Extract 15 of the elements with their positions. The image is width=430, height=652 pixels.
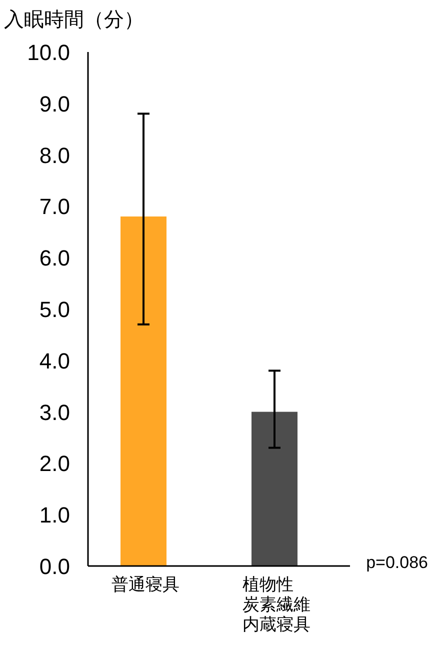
y-tick-label: 8.0 bbox=[39, 142, 70, 168]
y-tick-label: 4.0 bbox=[39, 348, 70, 374]
y-axis-title: 入眠時間（分） bbox=[4, 7, 144, 31]
y-tick-label: 3.0 bbox=[39, 400, 70, 425]
text: p=0.086 bbox=[366, 553, 428, 572]
y-tick-label: 5.0 bbox=[39, 297, 70, 322]
y-tick-label: 10.0 bbox=[27, 40, 70, 65]
x-tick-label: 普通寝具 bbox=[112, 575, 180, 595]
y-tick-label: 9.0 bbox=[39, 91, 70, 116]
y-tick-label: 7.0 bbox=[39, 194, 70, 220]
y-tick-label: 0.0 bbox=[39, 554, 70, 579]
y-tick-label: 1.0 bbox=[39, 502, 70, 528]
y-tick-label: 2.0 bbox=[39, 451, 70, 476]
y-tick-label: 6.0 bbox=[39, 246, 70, 271]
x-tick-label: 植物性炭素繊維内蔵寝具 bbox=[242, 575, 310, 635]
